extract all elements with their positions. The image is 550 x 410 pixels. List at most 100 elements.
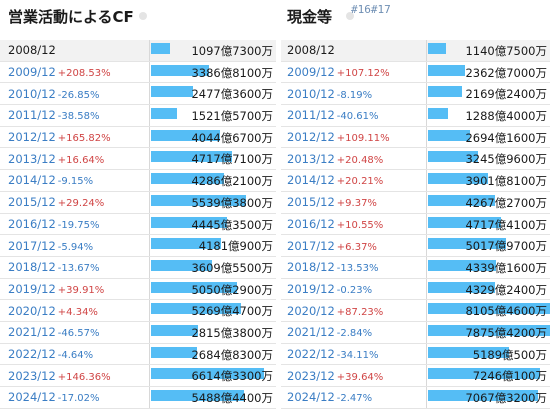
table-row: 2011/12 -38.58% 1521億5700万	[0, 104, 276, 127]
table-row: 2019/12 -0.23% 4329億2400万	[281, 278, 550, 301]
year-link[interactable]: 2010/12	[287, 86, 335, 101]
year-link[interactable]: 2015/12	[8, 195, 56, 210]
table-row: 2018/12 -13.53% 4339億1600万	[281, 256, 550, 279]
year-link[interactable]: 2017/12	[8, 238, 56, 253]
operating-cf-panel: 営業活動によるCF 2008/12 1097億7300万 2009/12 +208.5…	[0, 0, 276, 409]
value-cell: 4267億2700万	[426, 191, 550, 214]
year-link[interactable]: 2019/12	[8, 281, 56, 296]
value-bar	[428, 324, 550, 336]
value-bar	[428, 368, 540, 380]
value-text: 2169億2400万	[465, 87, 547, 102]
year-link[interactable]: 2020/12	[287, 303, 335, 318]
year-link[interactable]: 2018/12	[8, 260, 56, 275]
year-link[interactable]: 2024/12	[287, 390, 335, 405]
year-link[interactable]: 2016/12	[287, 216, 335, 231]
value-text: 2684億8300万	[191, 347, 273, 362]
table-row: 2019/12 +39.91% 5050億2900万	[0, 278, 276, 301]
year-cell: 2010/12 -8.19%	[281, 82, 427, 106]
value-cell: 3386億8100万	[149, 61, 276, 84]
value-bar	[428, 151, 478, 163]
year-cell: 2023/12 +146.36%	[0, 364, 150, 387]
value-bar	[428, 64, 465, 76]
year-link[interactable]: 2022/12	[287, 346, 335, 361]
value-text: 1140億7500万	[465, 44, 547, 58]
year-link[interactable]: 2024/12	[8, 390, 56, 405]
year-cell: 2008/12	[0, 40, 150, 62]
year-link[interactable]: 2019/12	[287, 281, 335, 296]
value-text: 3386億8100万	[191, 65, 273, 80]
info-icon[interactable]	[139, 12, 147, 20]
value-cell: 2684億8300万	[149, 343, 276, 366]
value-bar	[428, 238, 506, 250]
year-link[interactable]: 2012/12	[8, 130, 56, 145]
operating-cf-header: 営業活動によるCF	[0, 0, 276, 41]
value-cell: 8105億4600万	[426, 299, 550, 322]
year-link[interactable]: 2009/12	[287, 65, 335, 80]
value-cell: 6614億3300万	[149, 364, 276, 387]
year-link[interactable]: 2010/12	[8, 86, 56, 101]
year-link[interactable]: 2011/12	[287, 108, 335, 123]
value-bar	[428, 281, 495, 293]
value-bar	[151, 216, 227, 228]
year-link[interactable]: 2014/12	[8, 173, 56, 188]
year-link[interactable]: 2022/12	[8, 346, 56, 361]
change-percent: -0.23%	[336, 284, 373, 296]
table-row: 2024/12 -2.47% 7067億3200万	[281, 386, 550, 409]
change-percent: +6.37%	[336, 241, 377, 253]
year-link[interactable]: 2021/12	[8, 325, 56, 340]
value-bar	[428, 194, 495, 206]
value-bar	[151, 259, 212, 271]
value-cell: 5050億2900万	[149, 278, 276, 301]
value-text: 2815億3800万	[191, 325, 273, 340]
year-link[interactable]: 2015/12	[287, 195, 335, 210]
year-link[interactable]: 2023/12	[8, 368, 56, 383]
value-cell: 7067億3200万	[426, 386, 550, 409]
info-icon[interactable]	[346, 12, 354, 20]
change-percent: -34.11%	[336, 349, 379, 361]
year-link[interactable]: 2016/12	[8, 216, 56, 231]
value-text: 5017億9700万	[465, 239, 547, 254]
year-cell: 2019/12 +39.91%	[0, 278, 150, 301]
year-link[interactable]: 2013/12	[8, 151, 56, 166]
change-percent: +208.53%	[57, 68, 111, 80]
value-cell: 4717億4100万	[426, 213, 550, 236]
value-bar	[151, 64, 209, 76]
change-percent: -38.58%	[57, 111, 100, 123]
value-cell: 4339億1600万	[426, 256, 550, 279]
value-cell: 1521億5700万	[149, 104, 276, 127]
cash-header: 現金等 #16#17	[281, 0, 550, 41]
year-cell: 2009/12 +208.53%	[0, 61, 150, 84]
value-text: 6614億3300万	[191, 369, 273, 384]
cash-panel: 現金等 #16#17 2008/12 1140億7500万 2009/12 +107.…	[281, 0, 550, 409]
change-percent: +165.82%	[57, 133, 111, 145]
value-text: 7246億100万	[472, 369, 547, 384]
year-link[interactable]: 2021/12	[287, 325, 335, 340]
value-text: 8105億4600万	[465, 304, 547, 319]
year-link[interactable]: 2011/12	[8, 108, 56, 123]
year-link[interactable]: 2018/12	[287, 260, 335, 275]
year-link[interactable]: 2023/12	[287, 368, 335, 383]
year-cell: 2020/12 +87.23%	[281, 299, 427, 322]
table-row: 2012/12 +109.11% 2694億1600万	[281, 126, 550, 149]
year-link[interactable]: 2013/12	[287, 151, 335, 166]
year-cell: 2017/12 +6.37%	[281, 234, 427, 257]
year-cell: 2012/12 +165.82%	[0, 126, 150, 149]
change-percent: +39.64%	[336, 371, 384, 383]
year-link[interactable]: 2020/12	[8, 303, 56, 318]
year-link[interactable]: 2017/12	[287, 238, 335, 253]
value-bar	[151, 324, 198, 336]
change-percent: -5.94%	[57, 241, 94, 253]
year-link[interactable]: 2012/12	[287, 130, 335, 145]
table-row: 2010/12 -8.19% 2169億2400万	[281, 82, 550, 106]
year-link[interactable]: 2009/12	[8, 65, 56, 80]
value-cell: 4717億7100万	[149, 147, 276, 171]
year-link[interactable]: 2014/12	[287, 173, 335, 188]
year-cell: 2013/12 +20.48%	[281, 147, 427, 171]
value-cell: 2362億7000万	[426, 61, 550, 84]
value-cell: 5017億9700万	[426, 234, 550, 257]
value-cell: 4445億3500万	[149, 213, 276, 236]
year-link: 2008/12	[287, 43, 335, 58]
year-cell: 2012/12 +109.11%	[281, 126, 427, 149]
value-text: 2362億7000万	[465, 65, 547, 80]
value-text: 3609億5500万	[191, 260, 273, 275]
